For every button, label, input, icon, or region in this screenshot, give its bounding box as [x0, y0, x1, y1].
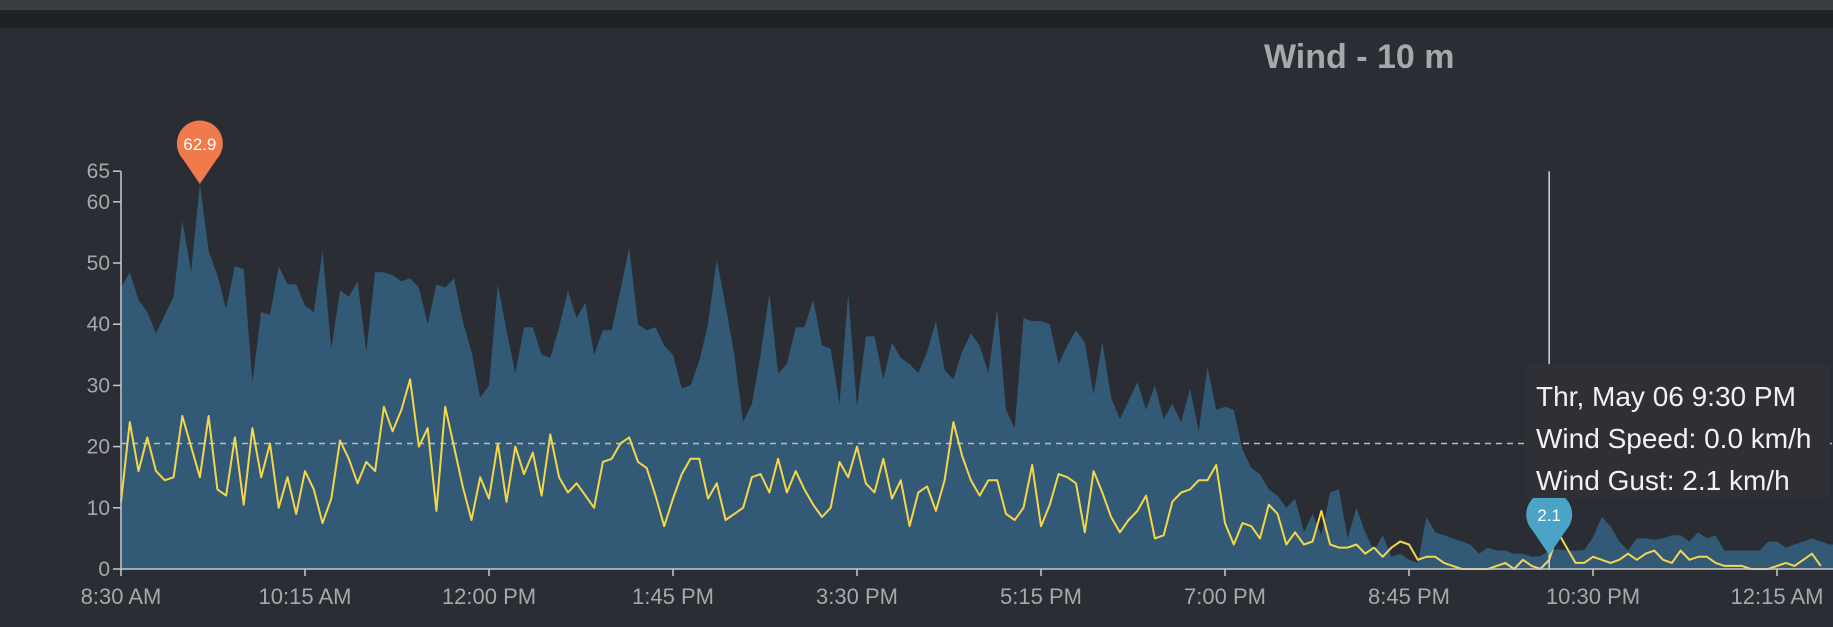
x-tick-label: 5:15 PM [1000, 584, 1082, 609]
gust-area-layer [121, 184, 1833, 569]
y-tick-label: 20 [87, 436, 110, 459]
min-gust-marker-pin [1526, 491, 1573, 555]
speed-line [120, 378, 1822, 570]
x-tick-label: 1:45 PM [632, 584, 714, 609]
y-tick-label: 10 [87, 497, 110, 520]
x-tick-label: 8:45 PM [1368, 584, 1450, 609]
x-tick-label: 10:30 PM [1546, 584, 1640, 609]
y-tick-label: 0 [98, 558, 110, 581]
x-tick-label: 8:30 AM [81, 584, 162, 609]
x-tick-label: 10:15 AM [259, 584, 352, 609]
x-tick-label: 12:15 AM [1731, 584, 1824, 609]
x-tick-label: 3:30 PM [816, 584, 898, 609]
top-strip [0, 0, 1833, 10]
y-tick-label: 50 [87, 252, 110, 275]
y-tick-label: 30 [87, 374, 110, 397]
tooltip-wind-gust: Wind Gust: 2.1 km/h [1536, 465, 1790, 496]
tooltip: Thr, May 06 9:30 PM Wind Speed: 0.0 km/h… [1525, 364, 1830, 498]
top-bar [0, 10, 1833, 28]
markers-layer: 62.9 2.1 [176, 120, 1573, 555]
min-gust-marker-label: 2.1 [1537, 506, 1561, 525]
max-gust-marker-label: 62.9 [183, 135, 216, 154]
max-gust-marker-pin [176, 120, 223, 185]
y-tick-label: 65 [87, 160, 110, 183]
tooltip-date: Thr, May 06 9:30 PM [1536, 381, 1796, 412]
x-tick-label: 12:00 PM [442, 584, 536, 609]
y-tick-label: 40 [87, 313, 110, 336]
x-tick-label: 7:00 PM [1184, 584, 1266, 609]
tooltip-wind-speed: Wind Speed: 0.0 km/h [1536, 423, 1812, 454]
axes-layer: 0 10 20 30 40 50 60 65 8:30 AM 10:15 AM 12:00 PM 1:… [81, 160, 1833, 609]
chart-title: Wind - 10 m [1264, 38, 1455, 76]
y-tick-label: 60 [87, 191, 110, 214]
gust-area [121, 184, 1833, 569]
speed-line-layer [120, 378, 1822, 570]
